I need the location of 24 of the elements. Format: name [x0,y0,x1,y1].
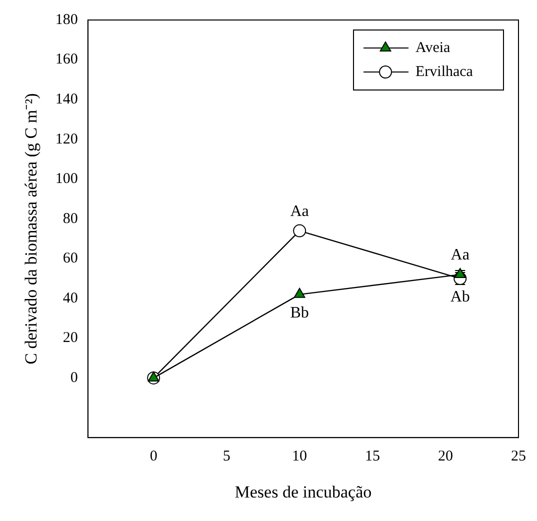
data-label: Aa [450,246,470,264]
x-tick-label: 10 [292,448,308,465]
data-label: Ab [450,288,470,306]
y-tick-label: 140 [55,91,78,108]
y-tick-label: 40 [62,290,78,306]
y-tick-label: 0 [70,370,78,386]
x-tick-label: 5 [222,448,230,465]
y-tick-label: 180 [55,12,78,28]
x-tick-label: 15 [365,448,380,465]
legend-label: Ervilhaca [416,64,474,80]
x-tick-label: 25 [511,448,526,465]
data-label: Bb [290,304,309,322]
x-tick-label: 20 [438,448,454,465]
x-tick-label: 0 [150,448,158,465]
y-tick-label: 60 [62,250,78,267]
legend-label: Aveia [416,40,451,56]
y-tick-label: 120 [55,131,78,148]
y-tick-label: 160 [55,52,78,68]
y-tick-label: 20 [62,330,78,346]
y-tick-label: 100 [55,171,78,188]
y-tick-label: 80 [62,210,78,227]
y-axis-title: C derivado da biomassa aérea (g C m⁻²) [22,93,41,364]
x-axis-title: Meses de incubação [234,482,372,502]
data-label: Aa [290,202,309,220]
